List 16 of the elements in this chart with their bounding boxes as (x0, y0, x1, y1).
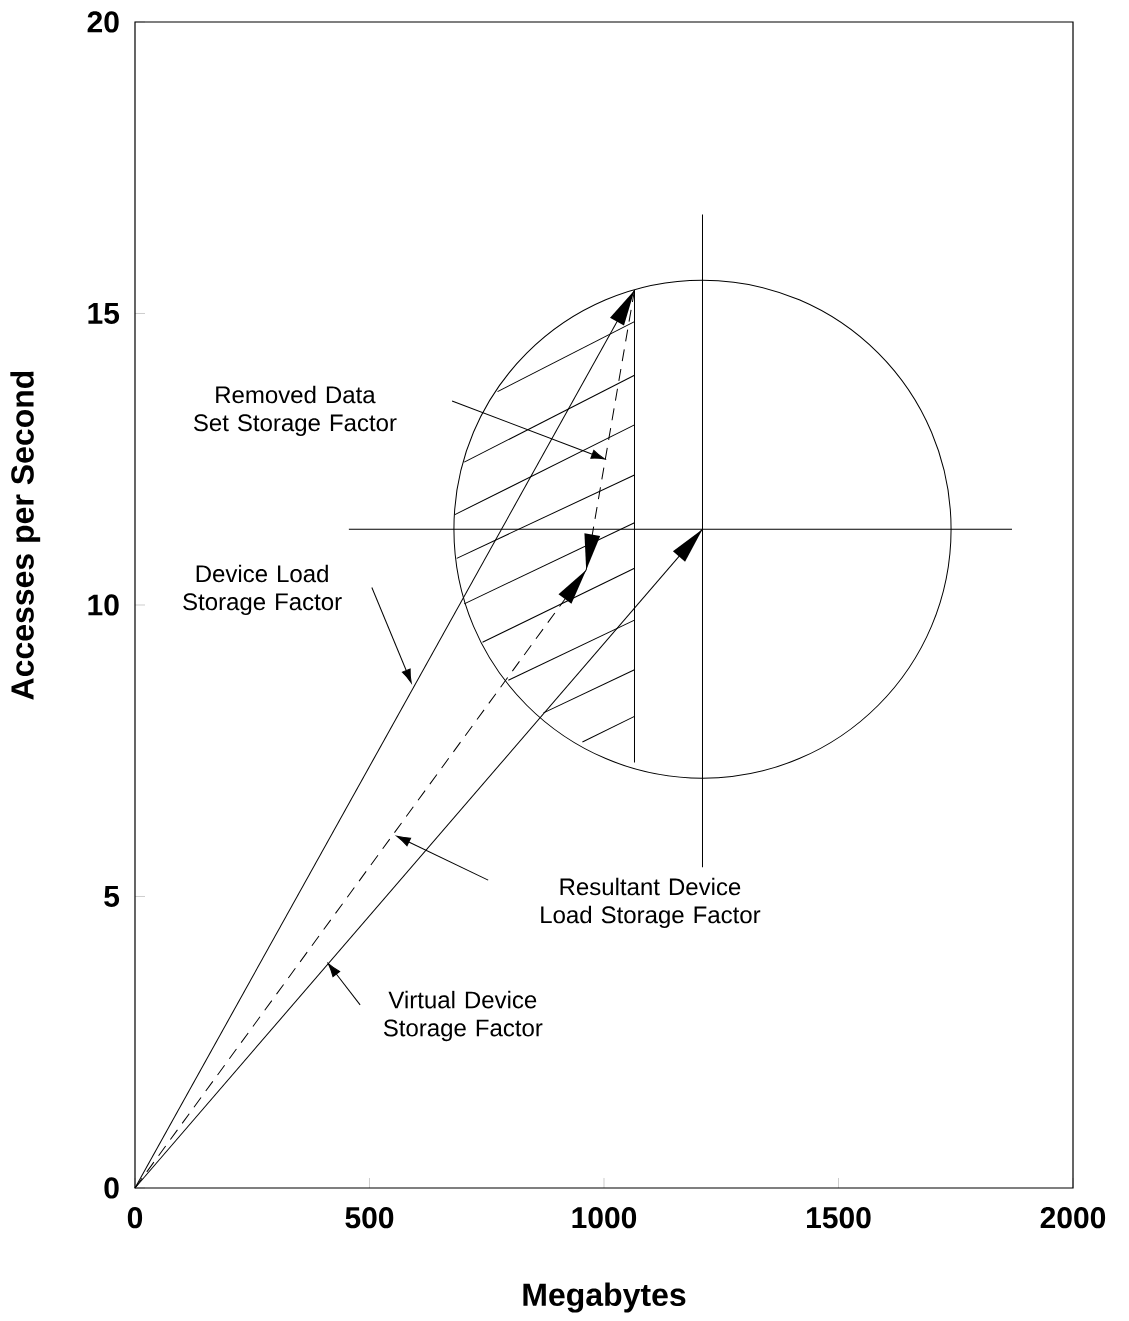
y-axis-title: Accesses per Second (10, 371, 41, 700)
y-tick-label: 20 (87, 11, 119, 33)
x-tick-label: 500 (345, 1207, 394, 1229)
x-tick-label: 1000 (572, 1207, 637, 1229)
y-tick-label: 0 (104, 1177, 119, 1199)
y-tick-label: 15 (88, 303, 120, 324)
y-tick-label: 10 (88, 594, 119, 616)
annotation: Virtual Device Storage Factor (383, 990, 543, 1042)
x-axis-title: Megabytes (523, 1282, 686, 1313)
x-tick-label: 2000 (1040, 1207, 1106, 1229)
annotation: Resultant Device Load Storage Factor (541, 877, 761, 929)
y-tick-label: 5 (104, 886, 120, 907)
annotation: Device Load Storage Factor (183, 564, 342, 616)
x-tick-label: 1500 (807, 1207, 871, 1229)
annotation: Removed Data Set Storage Factor (193, 385, 397, 437)
x-tick-label: 0 (127, 1207, 143, 1229)
